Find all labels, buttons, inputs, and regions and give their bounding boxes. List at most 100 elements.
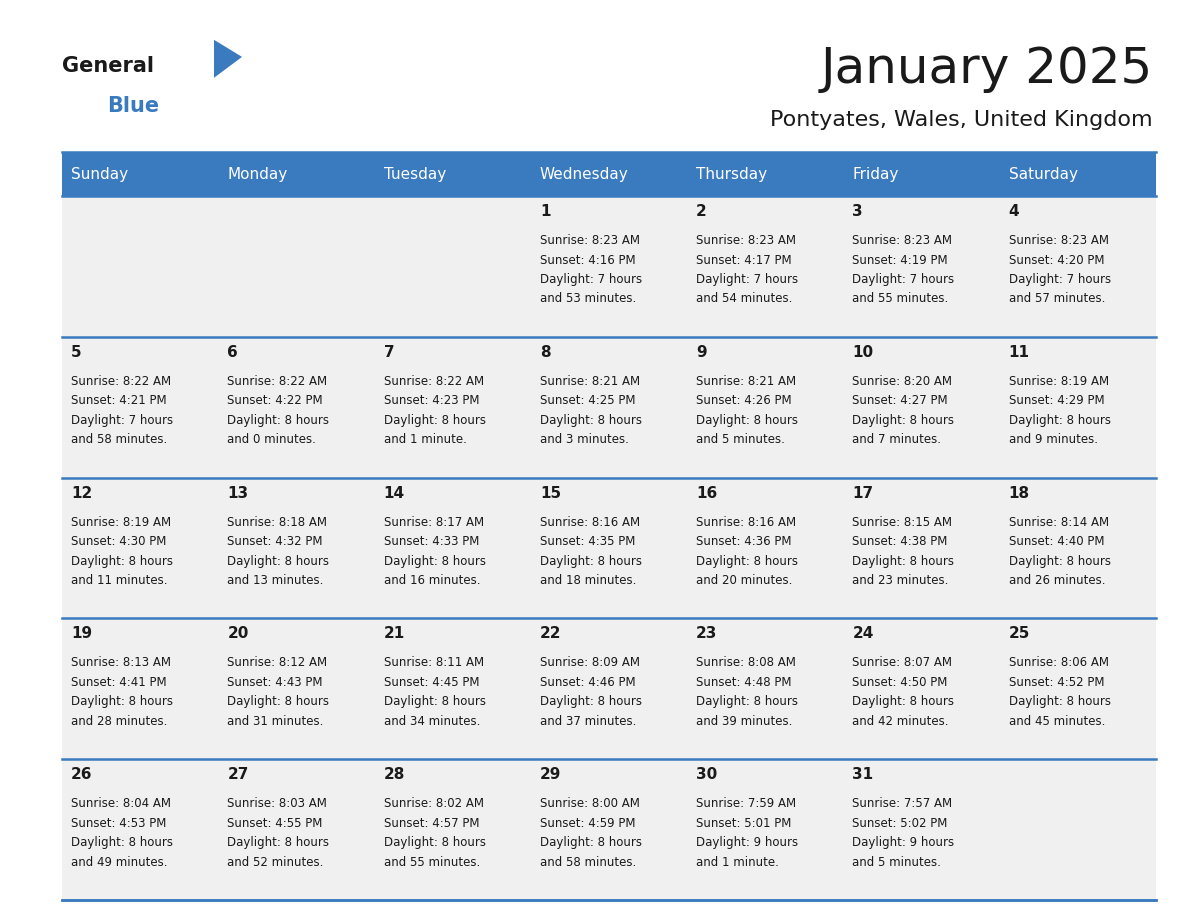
Text: Sunrise: 8:23 AM: Sunrise: 8:23 AM: [696, 234, 796, 247]
Text: Daylight: 7 hours: Daylight: 7 hours: [539, 273, 642, 286]
Text: and 34 minutes.: and 34 minutes.: [384, 715, 480, 728]
Text: Sunset: 5:01 PM: Sunset: 5:01 PM: [696, 817, 791, 830]
Text: and 54 minutes.: and 54 minutes.: [696, 293, 792, 306]
Text: Sunrise: 8:23 AM: Sunrise: 8:23 AM: [853, 234, 953, 247]
Text: Daylight: 8 hours: Daylight: 8 hours: [539, 696, 642, 709]
Text: Sunrise: 8:00 AM: Sunrise: 8:00 AM: [539, 797, 639, 811]
Bar: [62, 152, 219, 196]
Bar: [62, 337, 219, 477]
Bar: [219, 759, 374, 900]
Text: Thursday: Thursday: [696, 166, 767, 182]
Bar: [531, 477, 687, 619]
Text: 29: 29: [539, 767, 561, 782]
Text: Daylight: 8 hours: Daylight: 8 hours: [71, 554, 173, 567]
Text: Daylight: 7 hours: Daylight: 7 hours: [696, 273, 798, 286]
Bar: [374, 759, 531, 900]
Text: Daylight: 8 hours: Daylight: 8 hours: [1009, 414, 1111, 427]
Text: Wednesday: Wednesday: [539, 166, 628, 182]
Text: Sunrise: 8:15 AM: Sunrise: 8:15 AM: [853, 516, 953, 529]
Text: Sunset: 4:59 PM: Sunset: 4:59 PM: [539, 817, 636, 830]
Text: Sunset: 4:22 PM: Sunset: 4:22 PM: [227, 395, 323, 408]
Text: and 3 minutes.: and 3 minutes.: [539, 433, 628, 446]
Text: and 57 minutes.: and 57 minutes.: [1009, 293, 1105, 306]
Text: January 2025: January 2025: [821, 45, 1154, 93]
Text: Sunset: 4:25 PM: Sunset: 4:25 PM: [539, 395, 636, 408]
Text: and 5 minutes.: and 5 minutes.: [696, 433, 785, 446]
Bar: [531, 152, 687, 196]
Text: and 0 minutes.: and 0 minutes.: [227, 433, 316, 446]
Text: 10: 10: [853, 345, 873, 360]
Bar: [687, 152, 843, 196]
Bar: [1000, 477, 1156, 619]
Text: Sunset: 4:17 PM: Sunset: 4:17 PM: [696, 253, 791, 266]
Text: Sunrise: 8:23 AM: Sunrise: 8:23 AM: [1009, 234, 1108, 247]
Bar: [843, 152, 1000, 196]
Text: Daylight: 9 hours: Daylight: 9 hours: [696, 836, 798, 849]
Text: 3: 3: [853, 204, 862, 219]
Text: Sunrise: 8:22 AM: Sunrise: 8:22 AM: [71, 375, 171, 387]
Bar: [374, 619, 531, 759]
Text: Daylight: 7 hours: Daylight: 7 hours: [1009, 273, 1111, 286]
Text: 25: 25: [1009, 626, 1030, 642]
Text: 23: 23: [696, 626, 718, 642]
Text: 28: 28: [384, 767, 405, 782]
Text: 24: 24: [853, 626, 874, 642]
Text: and 7 minutes.: and 7 minutes.: [853, 433, 941, 446]
Text: and 55 minutes.: and 55 minutes.: [853, 293, 949, 306]
Text: Daylight: 8 hours: Daylight: 8 hours: [1009, 554, 1111, 567]
Text: 13: 13: [227, 486, 248, 500]
Text: Daylight: 8 hours: Daylight: 8 hours: [1009, 696, 1111, 709]
Polygon shape: [214, 39, 242, 78]
Text: 6: 6: [227, 345, 238, 360]
Text: Daylight: 8 hours: Daylight: 8 hours: [384, 696, 486, 709]
Text: and 1 minute.: and 1 minute.: [384, 433, 467, 446]
Text: and 37 minutes.: and 37 minutes.: [539, 715, 637, 728]
Text: 8: 8: [539, 345, 550, 360]
Text: Sunset: 4:23 PM: Sunset: 4:23 PM: [384, 395, 479, 408]
Text: Sunrise: 8:22 AM: Sunrise: 8:22 AM: [384, 375, 484, 387]
Bar: [843, 619, 1000, 759]
Text: Daylight: 8 hours: Daylight: 8 hours: [853, 696, 954, 709]
Text: Sunrise: 8:09 AM: Sunrise: 8:09 AM: [539, 656, 640, 669]
Text: Sunrise: 8:14 AM: Sunrise: 8:14 AM: [1009, 516, 1108, 529]
Text: 18: 18: [1009, 486, 1030, 500]
Bar: [1000, 619, 1156, 759]
Text: Sunset: 4:43 PM: Sunset: 4:43 PM: [227, 676, 323, 688]
Text: Sunset: 5:02 PM: Sunset: 5:02 PM: [853, 817, 948, 830]
Text: Sunset: 4:57 PM: Sunset: 4:57 PM: [384, 817, 479, 830]
Text: Sunset: 4:26 PM: Sunset: 4:26 PM: [696, 395, 791, 408]
Text: Sunrise: 8:02 AM: Sunrise: 8:02 AM: [384, 797, 484, 811]
Text: Sunrise: 8:13 AM: Sunrise: 8:13 AM: [71, 656, 171, 669]
Bar: [374, 152, 531, 196]
Bar: [219, 619, 374, 759]
Text: Sunrise: 8:16 AM: Sunrise: 8:16 AM: [539, 516, 640, 529]
Text: and 53 minutes.: and 53 minutes.: [539, 293, 636, 306]
Text: Friday: Friday: [853, 166, 899, 182]
Text: Sunset: 4:27 PM: Sunset: 4:27 PM: [853, 395, 948, 408]
Text: Sunrise: 8:19 AM: Sunrise: 8:19 AM: [71, 516, 171, 529]
Text: Sunset: 4:55 PM: Sunset: 4:55 PM: [227, 817, 323, 830]
Bar: [687, 619, 843, 759]
Text: Monday: Monday: [227, 166, 287, 182]
Text: Sunset: 4:52 PM: Sunset: 4:52 PM: [1009, 676, 1104, 688]
Text: Sunset: 4:53 PM: Sunset: 4:53 PM: [71, 817, 166, 830]
Text: and 20 minutes.: and 20 minutes.: [696, 574, 792, 588]
Text: Daylight: 7 hours: Daylight: 7 hours: [71, 414, 173, 427]
Bar: [843, 759, 1000, 900]
Bar: [1000, 759, 1156, 900]
Text: 12: 12: [71, 486, 93, 500]
Text: Sunset: 4:48 PM: Sunset: 4:48 PM: [696, 676, 791, 688]
Text: Sunrise: 8:23 AM: Sunrise: 8:23 AM: [539, 234, 640, 247]
Text: 4: 4: [1009, 204, 1019, 219]
Text: Daylight: 8 hours: Daylight: 8 hours: [539, 836, 642, 849]
Text: Daylight: 8 hours: Daylight: 8 hours: [227, 836, 329, 849]
Text: 26: 26: [71, 767, 93, 782]
Text: Sunday: Sunday: [71, 166, 128, 182]
Bar: [843, 477, 1000, 619]
Text: and 13 minutes.: and 13 minutes.: [227, 574, 323, 588]
Bar: [843, 337, 1000, 477]
Text: Sunset: 4:46 PM: Sunset: 4:46 PM: [539, 676, 636, 688]
Bar: [531, 619, 687, 759]
Text: 20: 20: [227, 626, 248, 642]
Text: Sunset: 4:32 PM: Sunset: 4:32 PM: [227, 535, 323, 548]
